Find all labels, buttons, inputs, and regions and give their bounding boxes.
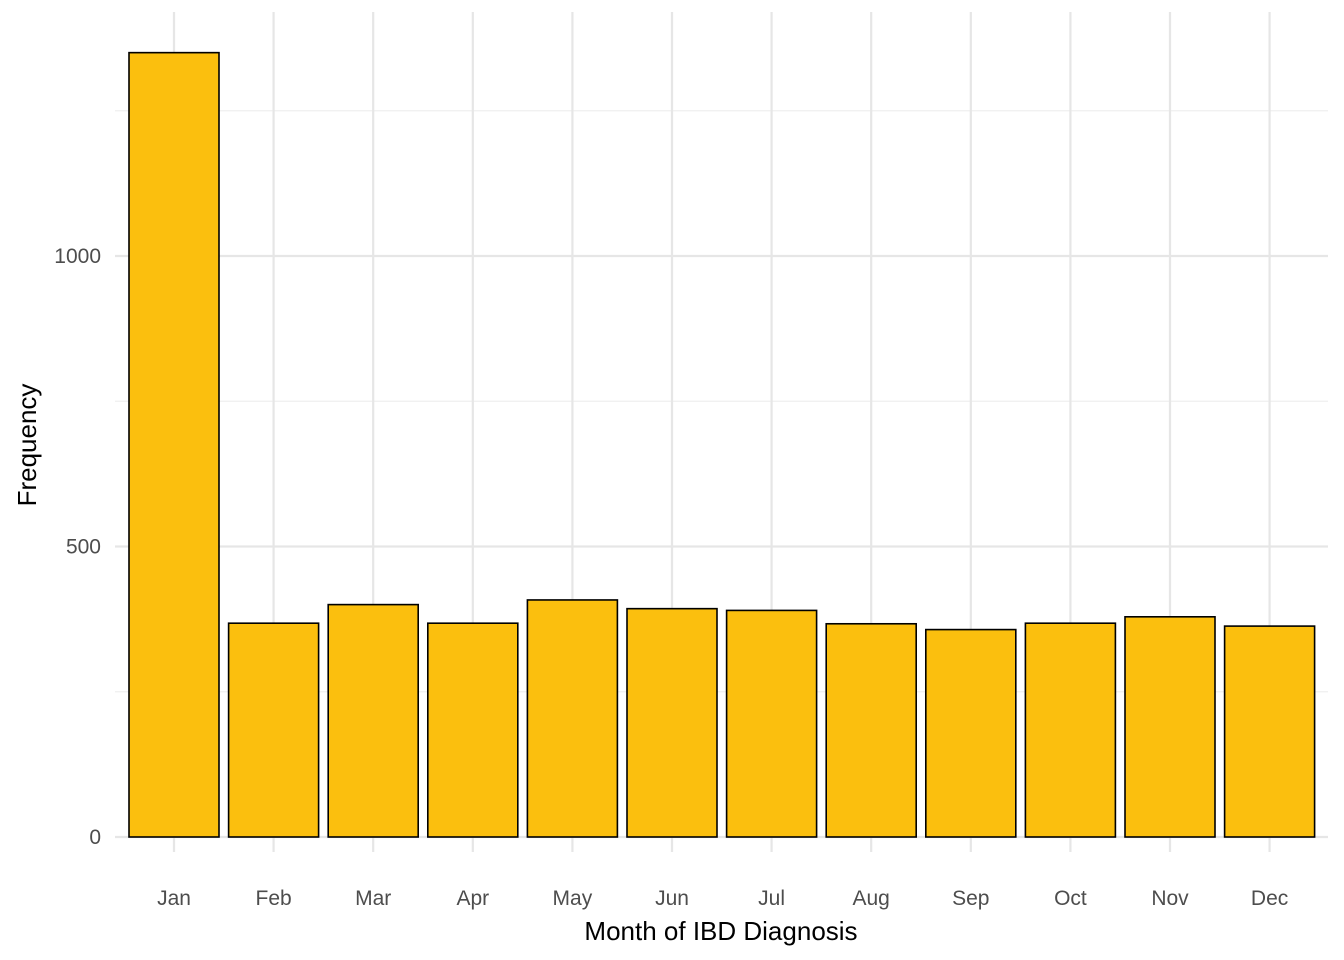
- bar-dec: [1223, 625, 1316, 838]
- x-tick-label: Apr: [456, 887, 489, 910]
- y-tick-label: 1000: [54, 245, 101, 268]
- x-tick-label: Feb: [256, 887, 292, 910]
- x-tick-label: Jun: [655, 887, 689, 910]
- x-tick-label: Mar: [355, 887, 391, 910]
- bar-jul: [725, 609, 818, 838]
- x-tick-label: Sep: [952, 887, 989, 910]
- bar-sep: [924, 628, 1017, 838]
- y-tick-label: 500: [66, 536, 101, 559]
- x-axis-ticks: Jan Feb Mar Apr May Jun Jul Aug Sep Oct Nov Dec: [157, 887, 1288, 910]
- y-axis-ticks: 0 500 1000: [54, 245, 101, 849]
- bar-may: [526, 599, 619, 838]
- y-axis-title: Frequency: [12, 384, 42, 507]
- bars: [128, 51, 1316, 838]
- x-tick-label: May: [553, 887, 593, 910]
- y-tick-label: 0: [89, 826, 101, 849]
- x-tick-label: Dec: [1251, 887, 1288, 910]
- bar-apr: [426, 622, 519, 838]
- x-axis-title: Month of IBD Diagnosis: [584, 916, 857, 946]
- x-tick-label: Aug: [853, 887, 890, 910]
- bar-feb: [227, 622, 320, 838]
- x-tick-label: Jul: [758, 887, 785, 910]
- bar-oct: [1024, 622, 1117, 838]
- x-tick-label: Nov: [1151, 887, 1189, 910]
- bar-mar: [327, 603, 420, 838]
- x-tick-label: Jan: [157, 887, 191, 910]
- bar-aug: [825, 622, 918, 838]
- bar-jun: [626, 607, 718, 838]
- bar-nov: [1124, 616, 1216, 838]
- bar-jan: [128, 51, 220, 838]
- x-tick-label: Oct: [1054, 887, 1087, 910]
